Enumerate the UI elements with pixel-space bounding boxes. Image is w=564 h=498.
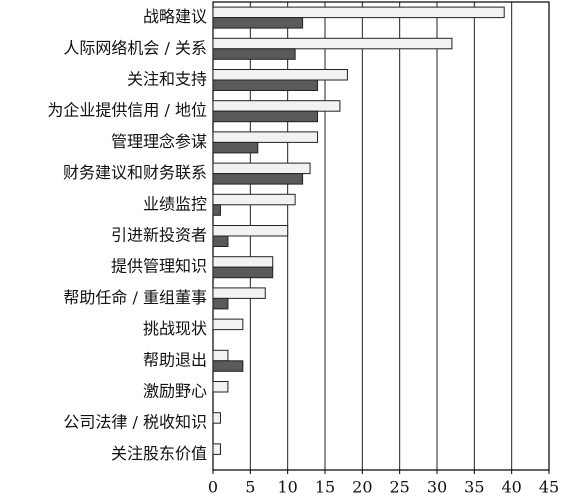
bar <box>212 162 311 175</box>
bar <box>212 110 319 123</box>
bar <box>212 69 348 81</box>
bar <box>212 37 453 50</box>
category-label: 人际网络机会 / 关系 <box>63 38 207 57</box>
bar <box>212 100 341 112</box>
category-label: 业绩监控 <box>143 194 207 213</box>
x-tick-label: 15 <box>315 478 335 497</box>
bar <box>212 204 221 216</box>
bar <box>212 412 221 424</box>
bar <box>212 6 505 19</box>
category-label: 激励野心 <box>143 382 207 401</box>
bar <box>212 381 229 393</box>
bar <box>212 360 244 372</box>
x-tick-label: 10 <box>277 478 297 497</box>
category-label: 战略建议 <box>143 7 207 26</box>
bar <box>212 235 229 247</box>
bar <box>212 297 229 310</box>
bar <box>212 17 304 29</box>
category-label: 关注和支持 <box>127 70 207 89</box>
bar <box>212 266 274 279</box>
category-label: 关注股东价值 <box>111 444 207 463</box>
category-label: 为企业提供信用 / 地位 <box>47 101 207 120</box>
bar <box>212 256 274 268</box>
bar <box>212 48 296 60</box>
bar <box>212 193 296 206</box>
x-tick-label: 25 <box>389 478 409 497</box>
bar <box>212 131 319 143</box>
category-label: 引进新投资者 <box>111 226 207 245</box>
x-tick-label: 0 <box>208 478 218 497</box>
bar <box>212 141 259 154</box>
category-label: 管理理念参谋 <box>111 132 207 151</box>
x-tick-label: 5 <box>245 478 255 497</box>
category-label: 帮助退出 <box>143 350 207 369</box>
category-label: 财务建议和财务联系 <box>63 163 207 182</box>
category-label: 公司法律 / 税收知识 <box>63 413 207 432</box>
x-tick-label: 20 <box>352 478 372 497</box>
bar <box>212 225 289 237</box>
bar <box>212 443 221 455</box>
bar <box>212 79 319 91</box>
category-label: 挑战现状 <box>143 319 207 338</box>
x-tick-label: 45 <box>539 478 559 497</box>
bar <box>212 349 229 362</box>
x-tick-label: 30 <box>427 478 447 497</box>
bar <box>212 173 304 185</box>
x-tick-label: 40 <box>501 478 521 497</box>
x-tick-label: 35 <box>464 478 484 497</box>
bar <box>212 318 244 331</box>
category-label: 提供管理知识 <box>111 257 207 276</box>
category-label: 帮助任命 / 重组董事 <box>63 288 207 307</box>
bar <box>212 287 266 299</box>
